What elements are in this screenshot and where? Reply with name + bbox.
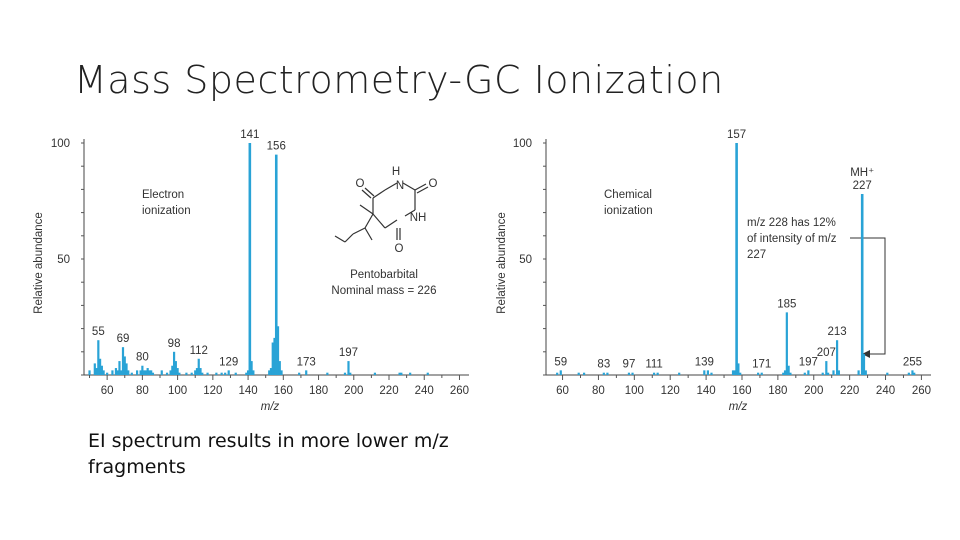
ci-peak-label-59: 59 [554, 356, 567, 368]
ei-annotation-line2: ionization [142, 205, 191, 217]
ci-x-tick-label: 80 [592, 385, 605, 397]
ci-peak-label-139: 139 [695, 356, 714, 368]
pentobarbital-structure [334, 182, 429, 243]
structure-atom-n1: N [396, 180, 404, 192]
ci-peak-label-227: 227 [853, 180, 872, 192]
ci-x-tick-label: 200 [804, 385, 823, 397]
ei-peak-label-156: 156 [267, 141, 286, 153]
ci-peak-label-197: 197 [799, 356, 818, 368]
ci-x-tick-label: 160 [732, 385, 751, 397]
ci-peak-label-111: 111 [645, 359, 662, 371]
structure-atom-nh: NH [410, 212, 427, 224]
ci-y-tick-label: 100 [513, 138, 532, 150]
ci-x-tick-label: 180 [768, 385, 787, 397]
ci-note-line3: 227 [747, 249, 766, 261]
ci-note-line2: of intensity of m/z [747, 233, 837, 245]
ci-xlabel: m/z [729, 401, 748, 413]
ei-x-tick-label: 120 [203, 385, 222, 397]
slide-title: Mass Spectrometry-GC Ionization [74, 58, 724, 102]
ci-x-tick-label: 220 [840, 385, 859, 397]
ei-peak-label-80: 80 [136, 352, 149, 364]
ci-peak-label-255: 255 [903, 356, 922, 368]
ei-xlabel: m/z [261, 401, 280, 413]
ei-x-tick-label: 200 [344, 385, 363, 397]
ci-x-tick-label: 60 [556, 385, 569, 397]
ci-annotation-line2: ionization [604, 205, 653, 217]
ci-peak-label-213: 213 [827, 326, 846, 338]
ei-x-tick-label: 100 [168, 385, 187, 397]
ei-structure-caption2: Nominal mass = 226 [331, 285, 436, 297]
ei-peak-label-112: 112 [190, 345, 208, 357]
ei-y-tick-label: 50 [57, 254, 70, 266]
ci-x-tick-label: 260 [912, 385, 931, 397]
slide-caption: EI spectrum results in more lower m/z fr… [88, 430, 449, 478]
ei-x-tick-label: 160 [274, 385, 293, 397]
ei-x-tick-label: 140 [238, 385, 257, 397]
ci-peak-label-157: 157 [727, 129, 746, 141]
ci-peak-label-207: 207 [817, 347, 836, 359]
ci-peak-label-171: 171 [752, 359, 771, 371]
ci-x-tick-label: 120 [661, 385, 680, 397]
ci-x-tick-label: 140 [697, 385, 716, 397]
ei-peak-label-197: 197 [339, 347, 358, 359]
ci-x-tick-label: 100 [625, 385, 644, 397]
ei-peak-label-129: 129 [219, 356, 238, 368]
ei-peak-label-141: 141 [240, 129, 259, 141]
ei-ylabel: Relative abundance [33, 212, 45, 314]
ei-peak-label-173: 173 [297, 356, 316, 368]
ci-peak-label-227: MH⁺ [850, 167, 874, 179]
ci-note-arrowhead [862, 350, 870, 358]
structure-atom-o1: O [356, 178, 365, 190]
ei-structure-caption1: Pentobarbital [350, 269, 418, 281]
structure-atom-o2: O [429, 178, 438, 190]
ei-annotation-line1: Electron [142, 189, 184, 201]
ei-x-tick-label: 60 [101, 385, 114, 397]
ei-x-tick-label: 240 [415, 385, 434, 397]
ei-peak-label-98: 98 [168, 338, 181, 350]
ci-annotation-line1: Chemical [604, 189, 652, 201]
ei-y-tick-label: 100 [51, 138, 70, 150]
structure-atom-h: H [392, 166, 400, 178]
ei-x-tick-label: 180 [309, 385, 328, 397]
ei-x-tick-label: 220 [379, 385, 398, 397]
ci-x-tick-label: 240 [876, 385, 895, 397]
ci-ylabel: Relative abundance [496, 212, 508, 314]
ci-peak-label-185: 185 [777, 298, 796, 310]
ei-peak-label-69: 69 [117, 333, 130, 345]
ci-note-line1: m/z 228 has 12% [747, 217, 836, 229]
ei-x-tick-label: 260 [450, 385, 469, 397]
ci-peak-label-83: 83 [597, 359, 610, 371]
ci-peak-label-97: 97 [623, 359, 636, 371]
ei-peak-label-55: 55 [92, 326, 105, 338]
ci-note-arrow [850, 237, 886, 355]
ci-y-tick-label: 50 [519, 254, 532, 266]
structure-atom-o3: O [395, 243, 404, 255]
ei-x-tick-label: 80 [136, 385, 149, 397]
